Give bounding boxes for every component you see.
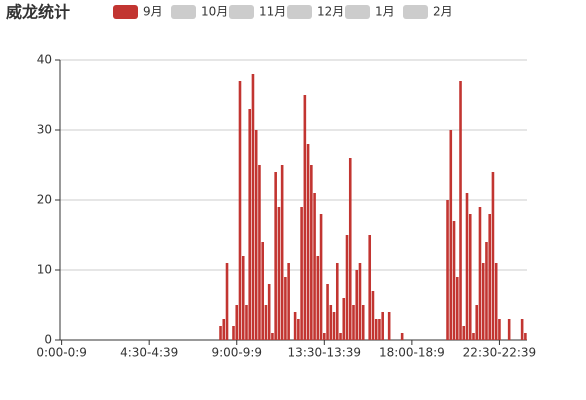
bar <box>277 207 281 340</box>
legend-swatch[interactable] <box>171 5 196 19</box>
legend-label[interactable]: 1月 <box>375 5 395 19</box>
bar <box>524 333 527 340</box>
bar <box>316 256 320 340</box>
bar <box>254 130 258 340</box>
bar <box>329 305 333 340</box>
bar <box>319 214 323 340</box>
bar <box>335 263 339 340</box>
bar <box>478 207 482 340</box>
legend-label[interactable]: 9月 <box>143 5 163 19</box>
bar <box>267 284 271 340</box>
bar <box>498 319 501 340</box>
bar <box>468 214 472 340</box>
bar <box>494 263 498 340</box>
bar <box>475 305 479 340</box>
bar <box>488 214 492 340</box>
y-tick-label: 0 <box>44 333 52 347</box>
bar <box>355 270 359 340</box>
bar <box>459 81 462 340</box>
bar <box>368 235 372 340</box>
bar <box>306 144 310 340</box>
bar <box>378 319 381 340</box>
bar <box>313 193 316 340</box>
bar <box>235 305 239 340</box>
bar <box>326 284 329 340</box>
bar <box>481 263 485 340</box>
bar <box>455 277 459 340</box>
bar <box>332 312 336 340</box>
bar <box>248 109 252 340</box>
bar <box>462 326 466 340</box>
legend-label[interactable]: 11月 <box>259 5 286 19</box>
x-tick-label: 9:00-9:9 <box>211 346 262 360</box>
bar <box>446 200 449 340</box>
x-tick-label: 13:30-13:39 <box>288 346 362 360</box>
legend-swatch[interactable] <box>287 5 312 19</box>
y-tick-label: 20 <box>37 193 52 207</box>
bar <box>238 81 242 340</box>
bar <box>342 298 346 340</box>
bar <box>303 95 307 340</box>
bar <box>251 74 255 340</box>
bar <box>241 256 245 340</box>
legend-swatch[interactable] <box>113 5 138 19</box>
bar <box>280 165 284 340</box>
x-tick-label: 0:00-0:9 <box>36 346 87 360</box>
bar <box>452 221 456 340</box>
bar <box>358 263 362 340</box>
legend-label[interactable]: 12月 <box>317 5 344 19</box>
bar <box>507 319 511 340</box>
bar <box>485 242 488 340</box>
legend-swatch[interactable] <box>345 5 370 19</box>
bar <box>371 291 375 340</box>
bar <box>222 319 226 340</box>
bar <box>245 305 248 340</box>
bar <box>465 193 469 340</box>
legend-label[interactable]: 2月 <box>433 5 453 19</box>
bar <box>374 319 378 340</box>
y-tick-label: 10 <box>37 263 52 277</box>
x-tick-label: 22:30-22:39 <box>463 346 537 360</box>
legend-swatch[interactable] <box>403 5 428 19</box>
bar <box>219 326 222 340</box>
y-tick-label: 30 <box>37 123 52 137</box>
y-tick-label: 40 <box>37 53 52 67</box>
bar <box>297 319 300 340</box>
bar <box>300 207 303 340</box>
bar <box>491 172 495 340</box>
legend-swatch[interactable] <box>229 5 254 19</box>
bar <box>387 312 391 340</box>
bar <box>381 312 384 340</box>
bar <box>261 242 264 340</box>
bar <box>400 333 404 340</box>
bar <box>258 165 261 340</box>
bar <box>284 277 287 340</box>
bar <box>345 235 349 340</box>
bar <box>310 165 313 340</box>
legend-label[interactable]: 10月 <box>201 5 228 19</box>
bar <box>520 319 524 340</box>
x-tick-label: 4:30-4:39 <box>120 346 178 360</box>
bar <box>339 333 342 340</box>
bar <box>352 305 355 340</box>
x-tick-label: 18:00-18:9 <box>379 346 445 360</box>
bar <box>323 333 326 340</box>
bar <box>232 326 235 340</box>
bar <box>225 263 229 340</box>
bar <box>274 172 277 340</box>
bar <box>271 333 274 340</box>
bar <box>449 130 453 340</box>
bar <box>348 158 352 340</box>
chart-title: 威龙统计 <box>6 3 70 22</box>
bar <box>361 305 365 340</box>
bar <box>293 312 297 340</box>
bar <box>264 305 268 340</box>
bar <box>472 333 475 340</box>
bar <box>287 263 290 340</box>
